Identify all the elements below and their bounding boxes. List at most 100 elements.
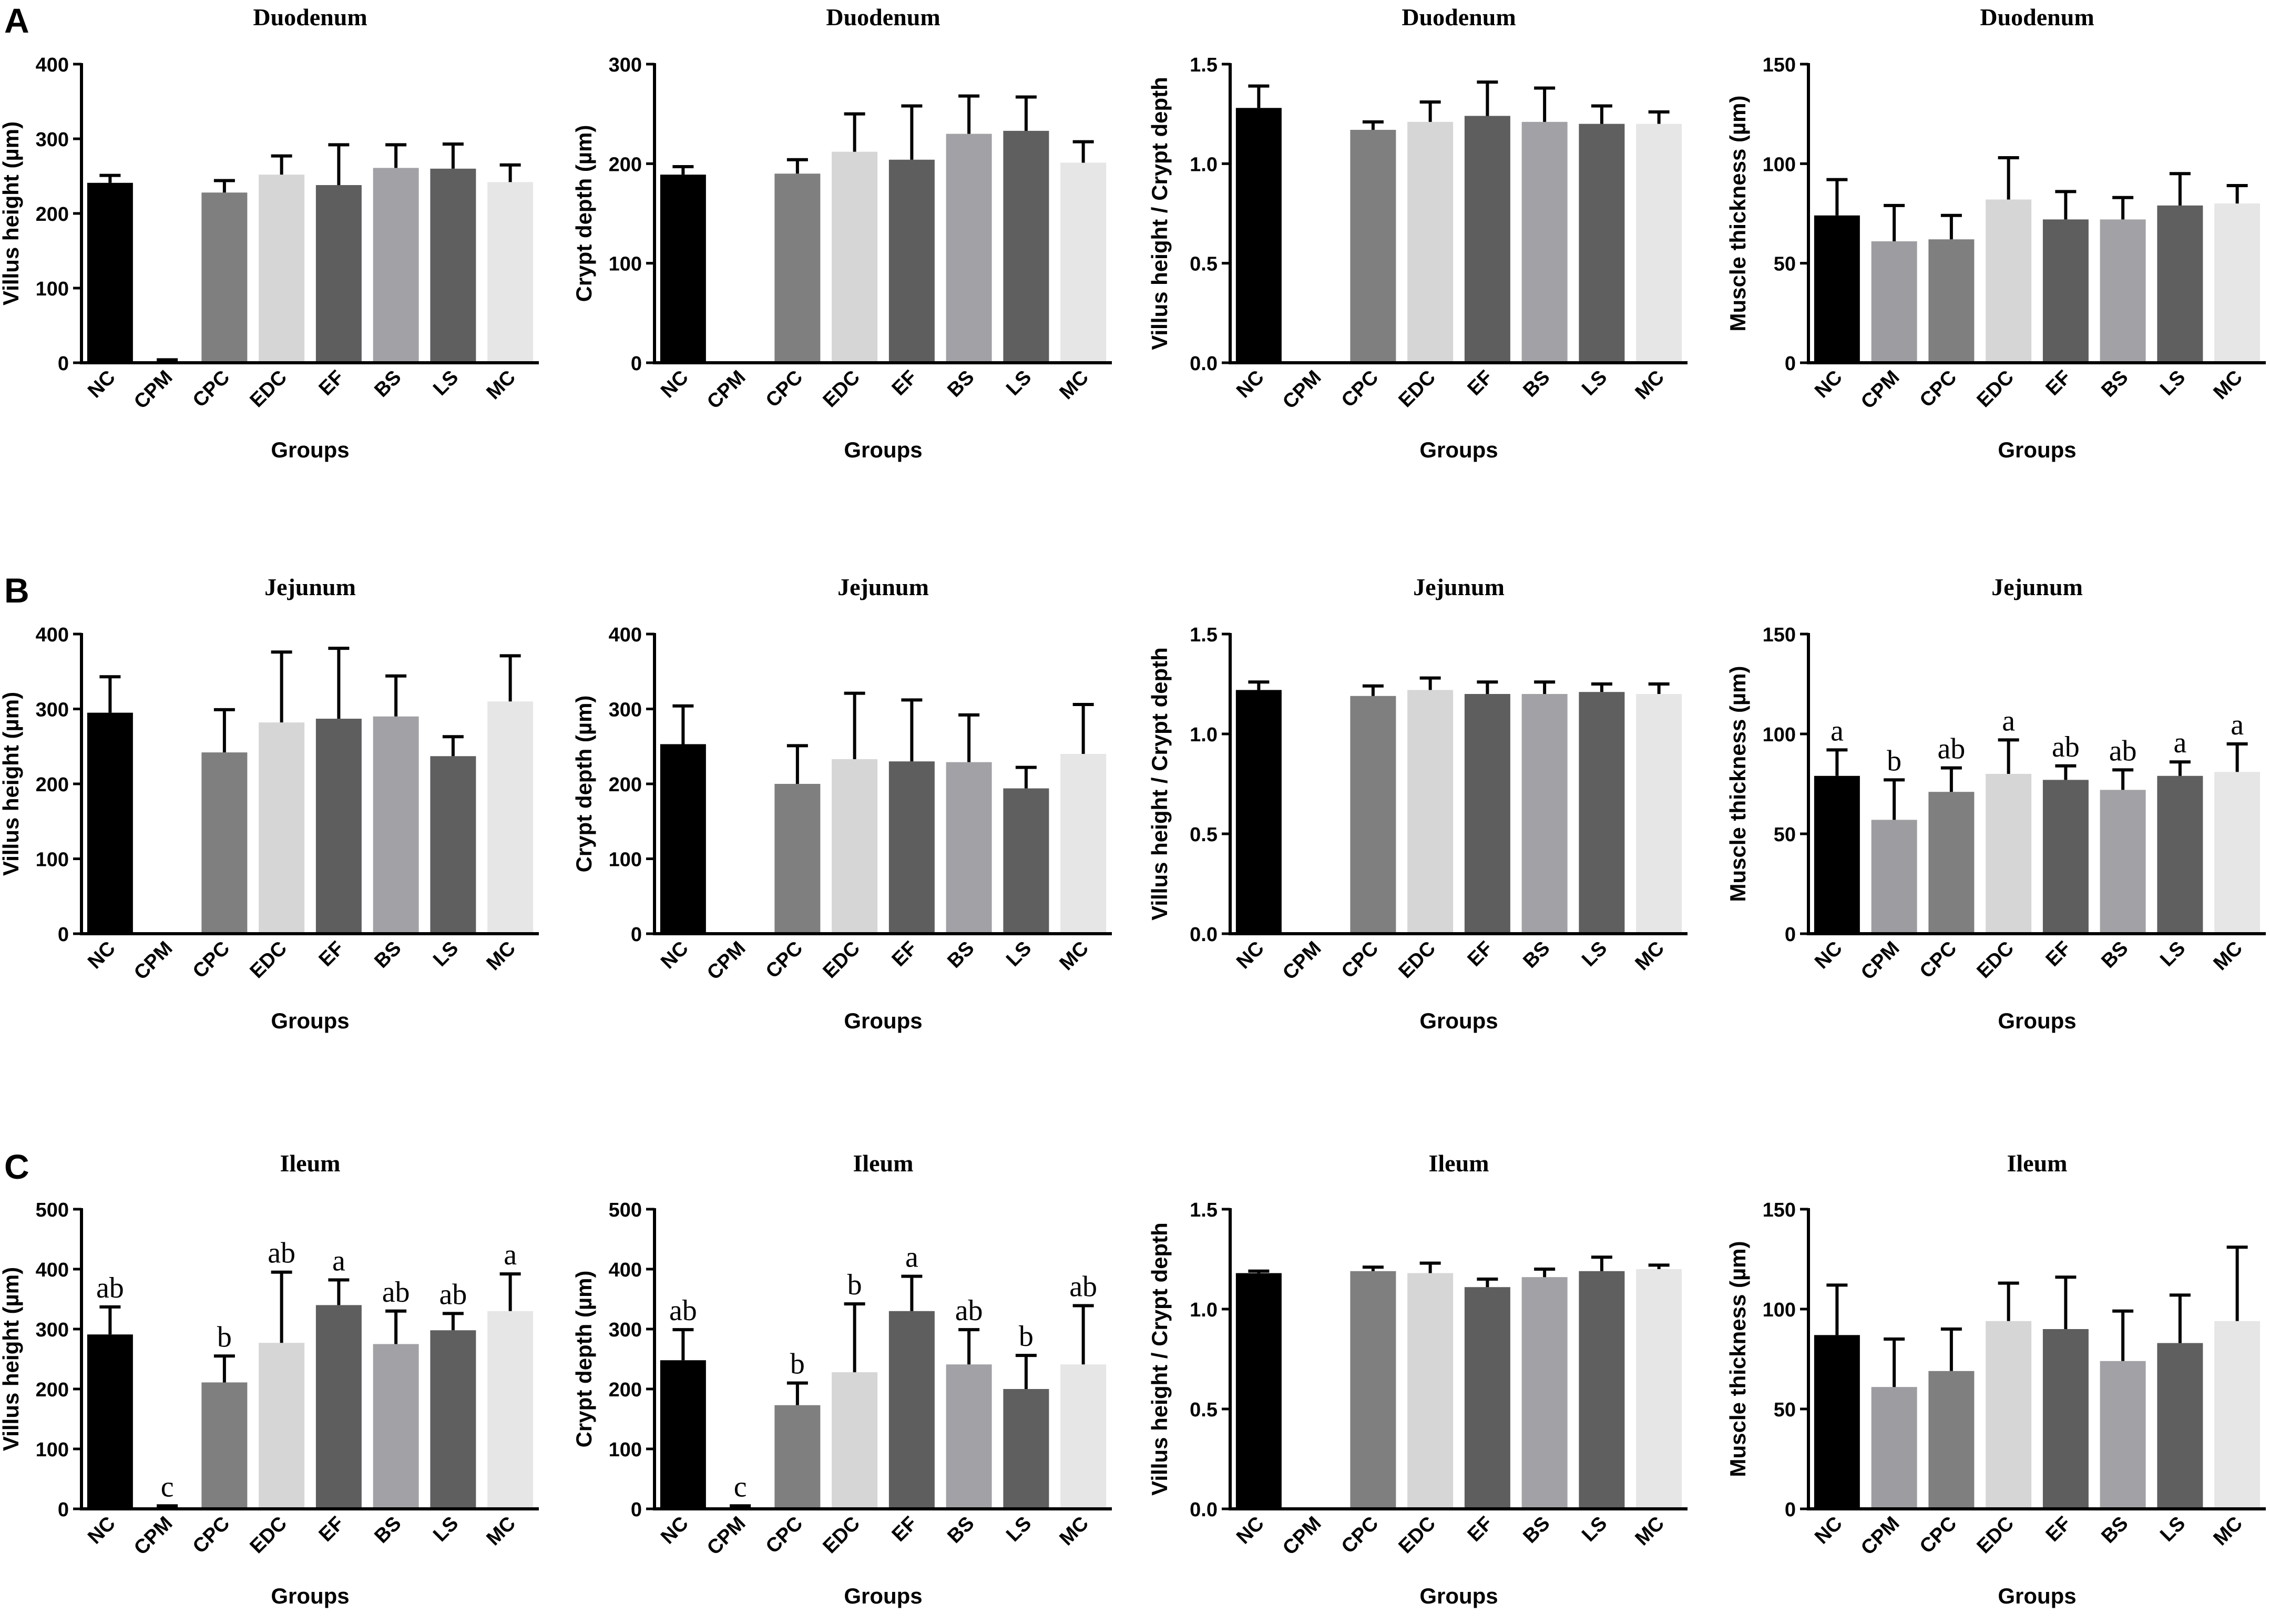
y-tick-label: 50 [1774, 1399, 1796, 1421]
x-tick-label: EDC [819, 1513, 864, 1558]
y-tick-label: 100 [36, 1439, 69, 1461]
x-tick-label: MC [482, 1513, 519, 1550]
x-tick-label: LS [2156, 1513, 2190, 1546]
y-tick-label: 1.5 [1190, 54, 1218, 76]
chart-title: Jejunum [837, 574, 929, 600]
significance-letter: ab [669, 1294, 697, 1327]
x-tick-label: EF [888, 937, 922, 971]
x-tick-label: CPM [703, 937, 750, 984]
x-tick-label: MC [2209, 1513, 2246, 1550]
chart-title: Jejunum [1413, 574, 1505, 600]
chart-title: Ileum [280, 1150, 341, 1177]
x-tick-label: EDC [1395, 937, 1440, 983]
x-tick-label: LS [1578, 937, 1611, 971]
significance-letter: a [2002, 704, 2015, 737]
significance-letter: ab [268, 1237, 295, 1270]
bar-cpc [201, 1382, 248, 1509]
y-tick-label: 300 [609, 1319, 642, 1341]
chart-title: Jejunum [1991, 574, 2083, 600]
x-tick-label: NC [1811, 366, 1847, 403]
significance-letter: a [2173, 727, 2186, 759]
significance-letter: ab [96, 1272, 124, 1304]
bar-ls [2157, 775, 2203, 934]
x-tick-label: EDC [246, 1513, 291, 1558]
x-tick-label: LS [1002, 366, 1036, 400]
chart-1: Duodenum Villus height (µm) Groups NC CPM CPC… [0, 4, 539, 462]
x-tick-label: EF [2042, 937, 2075, 971]
y-tick-label: 0.5 [1190, 1399, 1218, 1421]
bar-ls [430, 168, 476, 363]
x-axis-label: Groups [1419, 437, 1498, 462]
y-axis-label: Villus height / Crypt depth [1147, 77, 1172, 350]
bar-bs [2100, 1361, 2146, 1509]
y-axis-label: Crypt depth (µm) [571, 1271, 596, 1448]
x-tick-label: EDC [1395, 1513, 1440, 1558]
bar-nc [1814, 775, 1860, 934]
chart-title: Duodenum [1402, 4, 1516, 30]
bar-edc [1407, 1273, 1454, 1509]
x-tick-label: CPC [189, 366, 234, 412]
y-axis-label: Muscle thickness (µm) [1725, 666, 1750, 902]
y-tick-label: 500 [609, 1199, 642, 1221]
bar-cpc [1928, 1371, 1975, 1509]
x-tick-label: LS [1002, 937, 1036, 971]
chart-11: Ileum Villus height / Crypt depth Groups NC… [1147, 1150, 1688, 1608]
bar-edc [832, 1372, 878, 1509]
x-tick-label: CPM [1857, 1513, 1904, 1559]
y-tick-label: 200 [36, 203, 69, 226]
significance-letter: b [1887, 744, 1901, 777]
chart-title: Duodenum [1980, 4, 2094, 30]
y-tick-label: 1.5 [1190, 1199, 1218, 1221]
bar-bs [946, 762, 992, 934]
x-tick-label: NC [1811, 937, 1847, 974]
x-tick-label: CPM [1279, 937, 1325, 984]
x-tick-label: EDC [1973, 937, 2018, 983]
y-tick-label: 200 [36, 774, 69, 796]
bar-edc [259, 175, 305, 363]
x-tick-label: CPC [189, 937, 234, 983]
y-tick-label: 300 [36, 129, 69, 151]
y-tick-label: 0 [631, 924, 642, 946]
bar-nc [87, 1334, 133, 1509]
y-tick-label: 100 [36, 278, 69, 300]
x-tick-label: EDC [1973, 1513, 2018, 1558]
x-tick-label: LS [429, 937, 463, 971]
x-tick-label: CPC [762, 937, 807, 983]
y-tick-label: 0.5 [1190, 253, 1218, 275]
bar-edc [259, 722, 305, 934]
bar-ef [1464, 1287, 1510, 1509]
x-tick-label: NC [84, 366, 120, 403]
bar-ls [1003, 1389, 1049, 1509]
x-tick-label: BS [1519, 1513, 1554, 1548]
x-tick-label: MC [1055, 366, 1092, 404]
chart-title: Ileum [853, 1150, 914, 1177]
x-tick-label: CPC [1337, 1513, 1383, 1558]
bar-mc [1636, 124, 1682, 363]
bar-mc [1060, 1364, 1107, 1509]
significance-letter: c [161, 1470, 174, 1503]
x-tick-label: NC [1232, 1513, 1269, 1549]
significance-letter: a [332, 1245, 345, 1278]
y-tick-label: 0 [58, 353, 69, 375]
x-tick-label: EF [315, 366, 349, 400]
chart-5: Jejunum Villus height (µm) Groups NC CPM CPC E… [0, 574, 539, 1033]
bar-ef [2042, 780, 2089, 934]
y-tick-label: 500 [36, 1199, 69, 1221]
x-tick-label: NC [84, 1513, 120, 1549]
y-axis-label: Muscle thickness (µm) [1725, 1241, 1750, 1477]
x-tick-label: LS [1578, 1513, 1611, 1546]
y-tick-label: 0 [58, 924, 69, 946]
x-tick-label: EDC [246, 366, 291, 412]
bar-ls [2157, 1343, 2203, 1509]
bar-bs [373, 1344, 419, 1509]
y-tick-label: 100 [1763, 154, 1796, 176]
y-axis-label: Villus height / Crypt depth [1147, 1222, 1172, 1496]
y-tick-label: 1.5 [1190, 624, 1218, 646]
x-tick-label: CPM [703, 366, 750, 413]
x-tick-label: EDC [246, 937, 291, 983]
y-tick-label: 150 [1763, 54, 1796, 76]
bar-ef [315, 1305, 362, 1509]
y-tick-label: 300 [36, 1319, 69, 1341]
